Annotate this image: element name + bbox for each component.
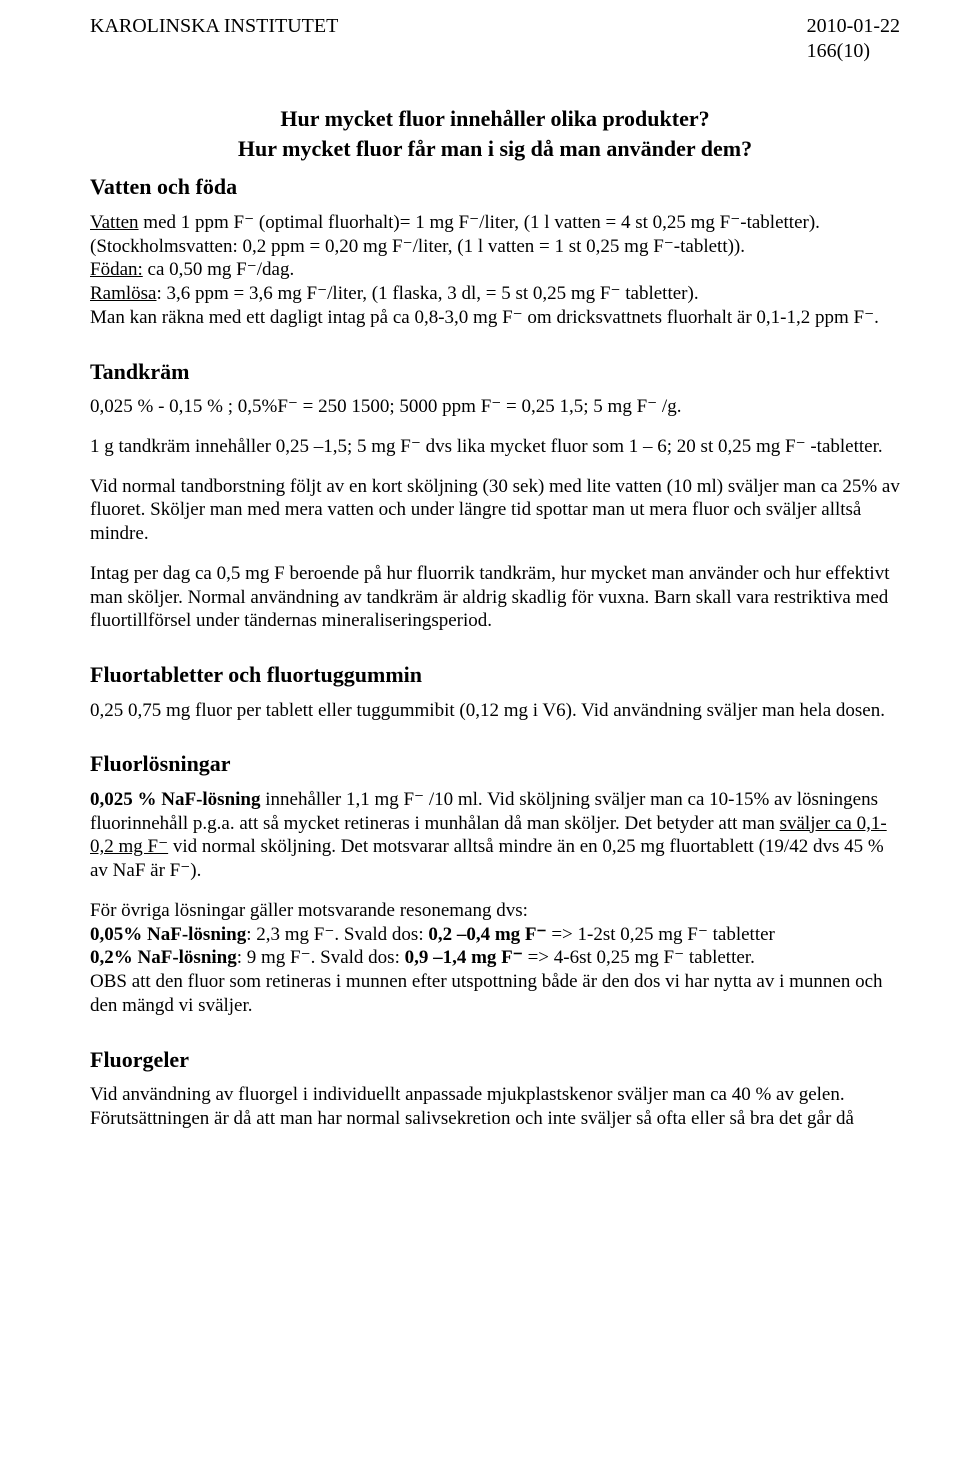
vatten-l3-rest: ca 0,50 mg F⁻/dag.: [143, 259, 294, 280]
vatten-l4-rest: : 3,6 ppm = 3,6 mg F⁻/liter, (1 flaska, …: [157, 283, 699, 304]
losningar-p2-l3: OBS att den fluor som retineras i munnen…: [90, 971, 883, 1016]
losningar-p2-l1d: => 1-2st 0,25 mg F⁻ tabletter: [547, 924, 775, 945]
institute: KAROLINSKA INSTITUTET: [90, 14, 338, 64]
section-vatten-title: Vatten och föda: [90, 173, 900, 201]
tabletter-p1: 0,25 0,75 mg fluor per tablett eller tug…: [90, 699, 900, 723]
losningar-p1: 0,025 % NaF-lösning innehåller 1,1 mg F⁻…: [90, 788, 900, 883]
vatten-l1-underline: Vatten: [90, 212, 139, 233]
losningar-p1d: vid normal sköljning. Det motsvarar allt…: [90, 836, 884, 881]
losningar-p2-l1b: : 2,3 mg F⁻. Svald dos:: [246, 924, 428, 945]
page-number: 166(10): [807, 39, 900, 64]
main-heading: Hur mycket fluor innehåller olika produk…: [90, 104, 900, 163]
heading-line-1: Hur mycket fluor innehåller olika produk…: [90, 104, 900, 134]
vatten-l5: Man kan räkna med ett dagligt intag på c…: [90, 307, 879, 328]
tandkram-p3: Vid normal tandborstning följt av en kor…: [90, 475, 900, 546]
page-header: KAROLINSKA INSTITUTET 2010-01-22 166(10): [90, 14, 900, 64]
header-right: 2010-01-22 166(10): [807, 14, 900, 64]
tandkram-p2: 1 g tandkräm innehåller 0,25 –1,5; 5 mg …: [90, 435, 900, 459]
vatten-l4-underline: Ramlösa: [90, 283, 157, 304]
vatten-l2: (Stockholmsvatten: 0,2 ppm = 0,20 mg F⁻/…: [90, 236, 745, 257]
tandkram-p4: Intag per dag ca 0,5 mg F beroende på hu…: [90, 562, 900, 633]
geler-p1: Vid användning av fluorgel i individuell…: [90, 1083, 900, 1131]
section-tabletter-title: Fluortabletter och fluortuggummin: [90, 661, 900, 689]
losningar-p2-l2d: => 4-6st 0,25 mg F⁻ tabletter.: [523, 947, 755, 968]
losningar-p2-l1-bold2: 0,2 –0,4 mg F⁻: [428, 924, 546, 945]
section-losningar-title: Fluorlösningar: [90, 750, 900, 778]
vatten-l1-rest: med 1 ppm F⁻ (optimal fluorhalt)= 1 mg F…: [139, 212, 820, 233]
date: 2010-01-22: [807, 14, 900, 39]
losningar-p2-l2-bold1: 0,2% NaF-lösning: [90, 947, 237, 968]
section-geler-title: Fluorgeler: [90, 1046, 900, 1074]
losningar-p2-l2b: : 9 mg F⁻. Svald dos:: [237, 947, 405, 968]
losningar-p2: För övriga lösningar gäller motsvarande …: [90, 899, 900, 1018]
vatten-block: Vatten med 1 ppm F⁻ (optimal fluorhalt)=…: [90, 211, 900, 330]
losningar-p1-bold: 0,025 % NaF-lösning: [90, 789, 261, 810]
losningar-p2-l1-bold1: 0,05% NaF-lösning: [90, 924, 246, 945]
vatten-l3-underline: Födan:: [90, 259, 143, 280]
heading-line-2: Hur mycket fluor får man i sig då man an…: [90, 134, 900, 164]
section-tandkram-title: Tandkräm: [90, 358, 900, 386]
tandkram-p1: 0,025 % - 0,15 % ; 0,5%F⁻ = 250 1500; 50…: [90, 395, 900, 419]
losningar-p2-intro: För övriga lösningar gäller motsvarande …: [90, 900, 528, 921]
losningar-p2-l2-bold2: 0,9 –1,4 mg F⁻: [405, 947, 523, 968]
